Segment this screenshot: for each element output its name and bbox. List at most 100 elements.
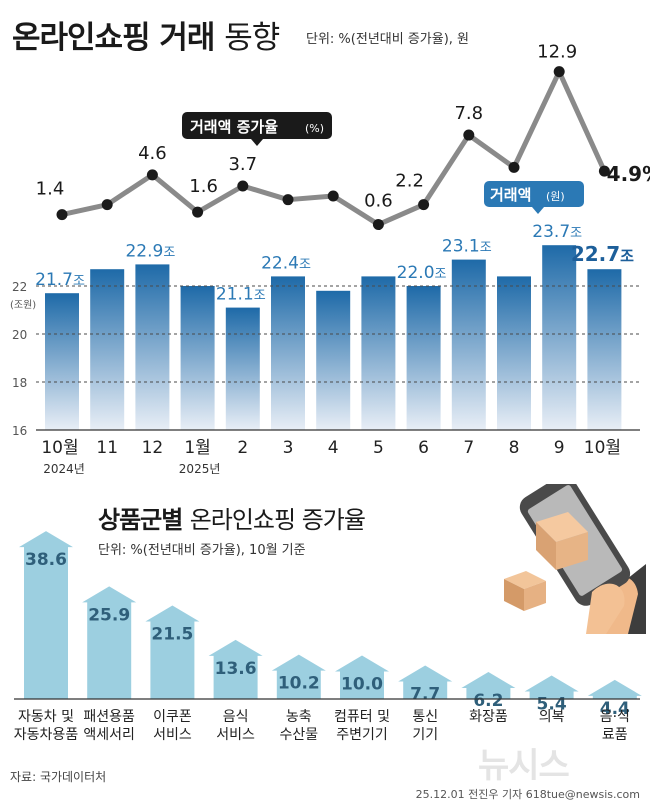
category-value-3: 13.6 — [215, 659, 257, 679]
x-tick-11: 9 — [554, 438, 565, 458]
growth-point-6 — [327, 190, 339, 202]
category-label-0-0: 자동차 및 — [18, 709, 74, 725]
x-tick-10: 8 — [509, 438, 520, 458]
amount-label-8: 22.0조 — [397, 263, 447, 283]
category-arrow-2 — [145, 605, 200, 699]
category-arrow-5 — [335, 655, 389, 699]
source-note: 자료: 국가데이터처 — [10, 770, 107, 784]
amount-badge-box — [484, 181, 584, 207]
growth-point-1 — [101, 199, 113, 211]
growth-label-4: 3.7 — [228, 154, 257, 175]
x-tick-6: 4 — [328, 438, 339, 458]
growth-point-4 — [237, 180, 249, 192]
category-label-2-0: 이쿠폰 — [153, 709, 192, 725]
amount-label-11: 23.7조 — [532, 222, 582, 242]
phone-hand-icon — [519, 484, 646, 634]
category-arrow-6 — [398, 665, 453, 699]
category-label-9-1: 료품 — [602, 727, 628, 743]
amount-label-9: 23.1조 — [442, 237, 492, 257]
category-label-6-0: 통신 — [412, 709, 438, 725]
x-tick-2: 12 — [142, 438, 164, 458]
growth-point-0 — [56, 209, 68, 221]
amount-badge-unit: (원) — [546, 190, 565, 203]
amount-bar-5 — [271, 276, 305, 430]
unit-note-top: 단위: %(전년대비 증가율), 원 — [306, 32, 470, 47]
category-value-0: 38.6 — [25, 550, 67, 570]
growth-badge-box — [182, 112, 332, 139]
growth-label-0: 1.4 — [36, 179, 65, 200]
growth-badge-label: 거래액 증가율 — [190, 118, 278, 136]
amount-badge-pointer — [532, 207, 544, 214]
page-title-bold: 온라인쇼핑 거래 — [12, 20, 215, 56]
category-title: 상품군별 온라인쇼핑 증가율 — [98, 500, 366, 535]
category-value-2: 21.5 — [151, 624, 193, 644]
category-label-4-0: 농축 — [286, 709, 312, 725]
amount-bar-4 — [225, 307, 260, 430]
page-title: 온라인쇼핑 거래 동향 — [12, 12, 280, 57]
x-tick-12: 10월 — [584, 438, 621, 458]
amount-bar-8 — [406, 286, 441, 430]
y-tick-20: 20 — [12, 328, 27, 342]
x-tick-9: 7 — [463, 438, 474, 458]
category-label-8-0: 의복 — [539, 709, 565, 725]
x-tick-0: 10월 — [41, 438, 78, 458]
category-label-1-1: 액세서리 — [83, 727, 135, 743]
growth-point-5 — [282, 194, 294, 206]
category-label-0-1: 자동차용품 — [14, 727, 79, 743]
category-value-4: 10.2 — [278, 674, 320, 694]
growth-label-11: 12.9 — [537, 42, 577, 63]
category-value-9: 4.4 — [600, 699, 630, 719]
category-arrow-8 — [524, 675, 579, 699]
growth-label-3: 1.6 — [189, 176, 218, 197]
growth-label-12: 4.9% — [607, 162, 650, 186]
amount-label-4: 21.1조 — [216, 285, 266, 305]
x-sublabel-3: 2025년 — [179, 462, 221, 476]
category-label-5-1: 주변기기 — [336, 727, 388, 743]
growth-point-10 — [508, 161, 520, 173]
y-axis-unit: (조원) — [10, 299, 36, 311]
category-arrow-3 — [208, 639, 263, 699]
category-label-5-0: 컴퓨터 및 — [334, 709, 390, 725]
amount-bar-11 — [542, 245, 577, 430]
growth-point-8 — [418, 199, 430, 211]
category-title-light: 온라인쇼핑 증가율 — [189, 506, 366, 534]
growth-point-3 — [192, 206, 204, 218]
growth-point-11 — [553, 66, 565, 78]
amount-badge: 거래액 (원) — [484, 181, 584, 214]
y-tick-22: 22 — [12, 280, 27, 294]
amount-label-0: 21.7조 — [35, 270, 85, 290]
amount-label-2: 22.9조 — [125, 241, 175, 261]
growth-label-8: 2.2 — [395, 171, 424, 192]
x-tick-3: 1월 — [184, 438, 210, 458]
amount-label-12: 22.7조 — [571, 242, 634, 266]
amount-bar-3 — [180, 286, 215, 430]
category-label-7-0: 화장품 — [469, 709, 508, 725]
category-arrow-4 — [271, 654, 326, 699]
amount-bar-10 — [497, 276, 531, 430]
parcel-on-phone — [536, 512, 588, 570]
growth-label-9: 7.8 — [454, 103, 483, 124]
fingers-shape — [586, 583, 625, 634]
category-arrow-9 — [587, 679, 642, 699]
category-arrow-7 — [461, 672, 516, 699]
x-tick-4: 2 — [237, 438, 248, 458]
category-label-3-1: 서비스 — [216, 727, 255, 743]
category-label-1-0: 패션용품 — [83, 709, 135, 725]
amount-bar-6 — [316, 290, 351, 430]
growth-point-7 — [372, 219, 384, 231]
x-tick-1: 11 — [96, 438, 118, 458]
category-arrow-0 — [19, 531, 73, 699]
category-label-6-1: 기기 — [412, 727, 438, 743]
x-sublabel-0: 2024년 — [43, 462, 85, 476]
growth-badge: 거래액 증가율 (%) — [182, 112, 332, 146]
category-value-6: 7.7 — [410, 685, 440, 705]
category-label-2-1: 서비스 — [153, 727, 192, 743]
category-label-3-0: 음식 — [223, 709, 249, 725]
growth-badge-pointer — [251, 139, 263, 146]
category-value-5: 10.0 — [341, 675, 383, 695]
y-tick-16: 16 — [12, 424, 27, 438]
amount-bar-1 — [90, 269, 125, 430]
amount-bar-12 — [587, 269, 622, 430]
